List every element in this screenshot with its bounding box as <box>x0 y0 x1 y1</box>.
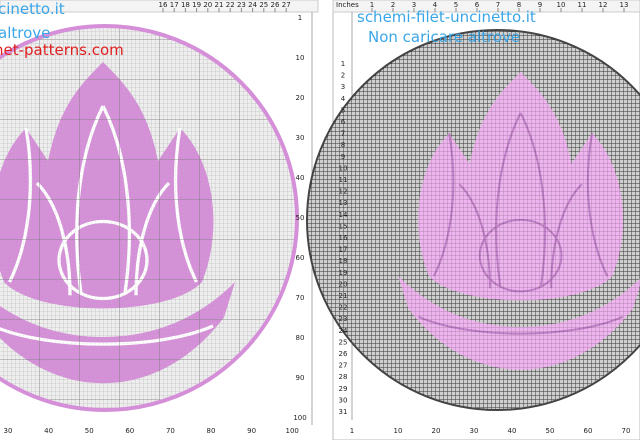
ruler-label: 4 <box>433 1 438 9</box>
ruler-label: 1 <box>370 1 374 9</box>
top-ruler <box>0 0 319 13</box>
axis-label: 2 <box>341 72 345 80</box>
axis-label: 100 <box>286 427 299 435</box>
ruler-label: 17 <box>170 1 179 9</box>
ruler-label: 20 <box>203 1 212 9</box>
axis-label: 20 <box>432 427 441 435</box>
axis-label: 1 <box>298 14 302 22</box>
ruler-label: 12 <box>599 1 608 9</box>
top-ruler <box>332 0 640 13</box>
axis-label: 90 <box>296 374 305 382</box>
ruler-label: 23 <box>237 1 246 9</box>
ruler-label: 2 <box>391 1 395 9</box>
axis-label: 8 <box>341 141 345 149</box>
pattern-circle <box>307 30 640 410</box>
axis-label: 22 <box>339 304 348 312</box>
axis-label: 31 <box>339 408 348 416</box>
axis-label: 5 <box>341 106 345 114</box>
axis-label: 100 <box>293 414 306 422</box>
axis-label: 19 <box>339 269 348 277</box>
axis-label: 50 <box>546 427 555 435</box>
watermark: schemi-filet-uncinetto.it <box>357 8 536 26</box>
axis-label: 70 <box>296 294 305 302</box>
ruler-label: 6 <box>475 1 480 9</box>
axis-label: 14 <box>339 211 348 219</box>
axis-label: 90 <box>247 427 256 435</box>
axis-label: 13 <box>339 199 348 207</box>
axis-label: 12 <box>339 188 348 196</box>
axis-label: 80 <box>207 427 216 435</box>
axis-label: 7 <box>341 130 345 138</box>
watermark: altrove <box>0 24 50 42</box>
circle-border <box>0 24 299 412</box>
ruler-label: 18 <box>181 1 190 9</box>
axis-label: 30 <box>470 427 479 435</box>
ruler-label: 11 <box>578 1 587 9</box>
axis-label: 50 <box>85 427 94 435</box>
axis-label: 6 <box>341 118 346 126</box>
axis-label: 16 <box>339 234 348 242</box>
axis-label: 50 <box>296 214 305 222</box>
axis-label: 4 <box>341 95 346 103</box>
unit-label: Inches <box>336 1 359 9</box>
ruler-label: 9 <box>538 1 542 9</box>
axis-label: 18 <box>339 257 348 265</box>
axis-label: 28 <box>339 373 348 381</box>
axis-label: 30 <box>296 134 305 142</box>
axis-label: 1 <box>350 427 354 435</box>
axis-label: 3 <box>341 83 345 91</box>
axis-label: 20 <box>339 280 348 288</box>
circle-border <box>306 29 640 411</box>
axis-label: 70 <box>166 427 175 435</box>
axis-label: 26 <box>339 350 348 358</box>
ruler-label: 25 <box>259 1 268 9</box>
left-chart <box>0 0 319 425</box>
axis-label: 1 <box>341 60 345 68</box>
axis-label: 70 <box>622 427 631 435</box>
axis-label: 17 <box>339 246 348 254</box>
ruler-label: 13 <box>620 1 629 9</box>
axis-label: 40 <box>44 427 53 435</box>
axis-label: 60 <box>584 427 593 435</box>
watermark: net-patterns.com <box>0 41 124 59</box>
ruler-label: 19 <box>192 1 201 9</box>
watermark: cinetto.it <box>0 0 65 18</box>
axis-label: 25 <box>339 338 348 346</box>
axis-label: 11 <box>339 176 348 184</box>
right-chart <box>306 0 640 440</box>
ruler-label: 26 <box>271 1 280 9</box>
ruler-label: 27 <box>282 1 291 9</box>
axis-label: 29 <box>339 385 348 393</box>
ruler-label: 24 <box>248 1 257 9</box>
axis-label: 80 <box>296 334 305 342</box>
axis-label: 21 <box>339 292 348 300</box>
axis-label: 40 <box>508 427 517 435</box>
axis-label: 23 <box>339 315 348 323</box>
axis-label: 10 <box>339 164 348 172</box>
ruler-label: 5 <box>454 1 458 9</box>
axis-label: 20 <box>296 94 305 102</box>
ruler-label: 7 <box>496 1 500 9</box>
ruler-label: 22 <box>226 1 235 9</box>
ruler-label: 3 <box>412 1 416 9</box>
axis-label: 40 <box>296 174 305 182</box>
axis-label: 27 <box>339 362 348 370</box>
ruler-label: 21 <box>215 1 224 9</box>
axis-label: 60 <box>296 254 305 262</box>
ruler-label: 8 <box>517 1 521 9</box>
ruler-label: 10 <box>557 1 566 9</box>
axis-label: 60 <box>125 427 134 435</box>
axis-label: 15 <box>339 222 348 230</box>
axis-label: 30 <box>339 396 348 404</box>
ruler-label: 16 <box>159 1 168 9</box>
axis-label: 9 <box>341 153 345 161</box>
axis-label: 30 <box>4 427 13 435</box>
axis-label: 10 <box>394 427 403 435</box>
axis-label: 10 <box>296 54 305 62</box>
watermark: Non caricare altrove <box>368 28 520 46</box>
axis-label: 24 <box>339 327 348 335</box>
